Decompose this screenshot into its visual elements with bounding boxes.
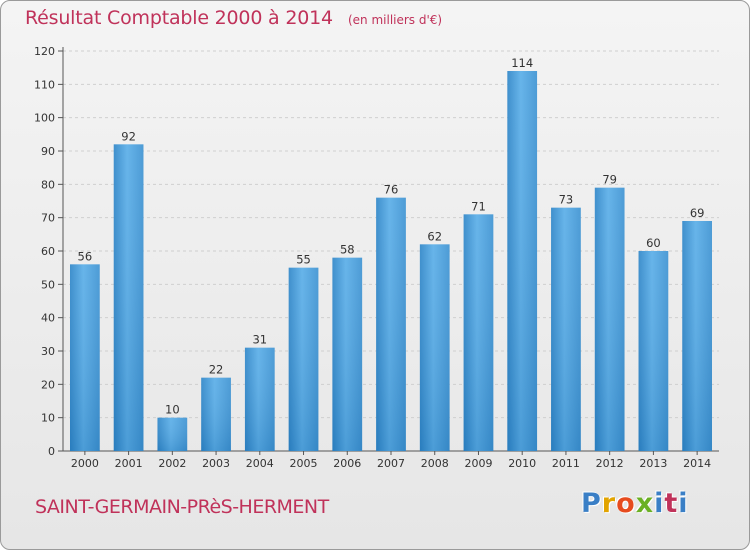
data-label: 62 [427, 229, 442, 243]
bar-shade [201, 377, 231, 451]
chart-title: Résultat Comptable 2000 à 2014 [25, 7, 333, 29]
x-tick-label: 2005 [290, 457, 318, 470]
data-label: 73 [559, 193, 574, 207]
commune-name: SAINT-GERMAIN-PRèS-HERMENT [35, 496, 329, 518]
x-tick-label: 2000 [71, 457, 99, 470]
logo-letter: i [654, 488, 665, 519]
bar-shade [638, 251, 669, 451]
logo-letter: o [616, 488, 636, 519]
axis-layer: 0 10 20 30 40 50 60 70 80 90 100 110 120 2000 2001 2002… [34, 45, 719, 470]
bar-shade [332, 257, 363, 451]
data-label: 71 [471, 199, 486, 213]
data-label: 56 [78, 249, 93, 263]
x-tick-label: 2014 [683, 457, 711, 470]
bar-shade [463, 214, 494, 451]
x-tick-label: 2001 [115, 457, 143, 470]
data-label: 114 [511, 56, 533, 70]
logo-letter: i [678, 488, 689, 519]
chart-subtitle: (en milliers d'€) [347, 13, 443, 27]
data-label: 92 [121, 129, 136, 143]
y-tick-label: 90 [41, 145, 55, 158]
x-tick-label: 2004 [246, 457, 274, 470]
bar-shade [551, 207, 581, 451]
logo-letter: t [664, 488, 679, 519]
x-tick-label: 2012 [596, 457, 624, 470]
bar-layer [69, 71, 713, 452]
x-tick-label: 2002 [158, 457, 186, 470]
title-row: Résultat Comptable 2000 à 2014 (en milli… [25, 7, 442, 29]
data-label: 10 [165, 403, 180, 417]
y-tick-label: 100 [34, 112, 55, 125]
bar-shade [419, 244, 450, 451]
logo-letter: x [635, 488, 655, 519]
y-tick-label: 30 [41, 345, 55, 358]
y-tick-label: 60 [41, 245, 55, 258]
data-label: 31 [252, 333, 267, 347]
x-tick-label: 2007 [377, 457, 405, 470]
y-tick-label: 20 [41, 378, 55, 391]
bar-shade [69, 264, 100, 451]
x-tick-label: 2010 [508, 457, 536, 470]
bar-shade [244, 347, 275, 451]
x-tick-label: 2008 [421, 457, 449, 470]
y-tick-label: 40 [41, 312, 55, 325]
y-tick-label: 80 [41, 178, 55, 191]
bar-shade [376, 197, 406, 451]
bar-shade [507, 71, 538, 451]
data-label: 60 [646, 236, 661, 250]
logo-letter: P [581, 488, 602, 519]
bar-shade [157, 417, 188, 451]
y-tick-label: 110 [34, 78, 55, 91]
x-tick-label: 2009 [464, 457, 492, 470]
label-layer: 56 92 10 22 31 55 58 76 62 71 114 73 79 60 69 [78, 56, 705, 417]
bar-shade [113, 144, 144, 452]
x-tick-label: 2006 [333, 457, 361, 470]
x-tick-label: 2013 [639, 457, 667, 470]
proxiti-logo: Proxiti [581, 488, 689, 519]
bar-shade [288, 267, 319, 451]
x-tick-label: 2003 [202, 457, 230, 470]
x-tick-label: 2011 [552, 457, 580, 470]
data-label: 22 [209, 363, 224, 377]
logo-letter: r [601, 488, 617, 519]
y-tick-label: 10 [41, 412, 55, 425]
data-label: 69 [690, 206, 705, 220]
y-tick-label: 120 [34, 45, 55, 58]
data-label: 55 [296, 253, 311, 267]
y-tick-label: 0 [48, 445, 55, 458]
data-label: 58 [340, 243, 355, 257]
data-label: 76 [384, 183, 399, 197]
data-label: 79 [602, 173, 617, 187]
y-tick-label: 70 [41, 212, 55, 225]
y-tick-label: 50 [41, 278, 55, 291]
bar-shade [682, 221, 713, 451]
bar-shade [594, 187, 625, 451]
